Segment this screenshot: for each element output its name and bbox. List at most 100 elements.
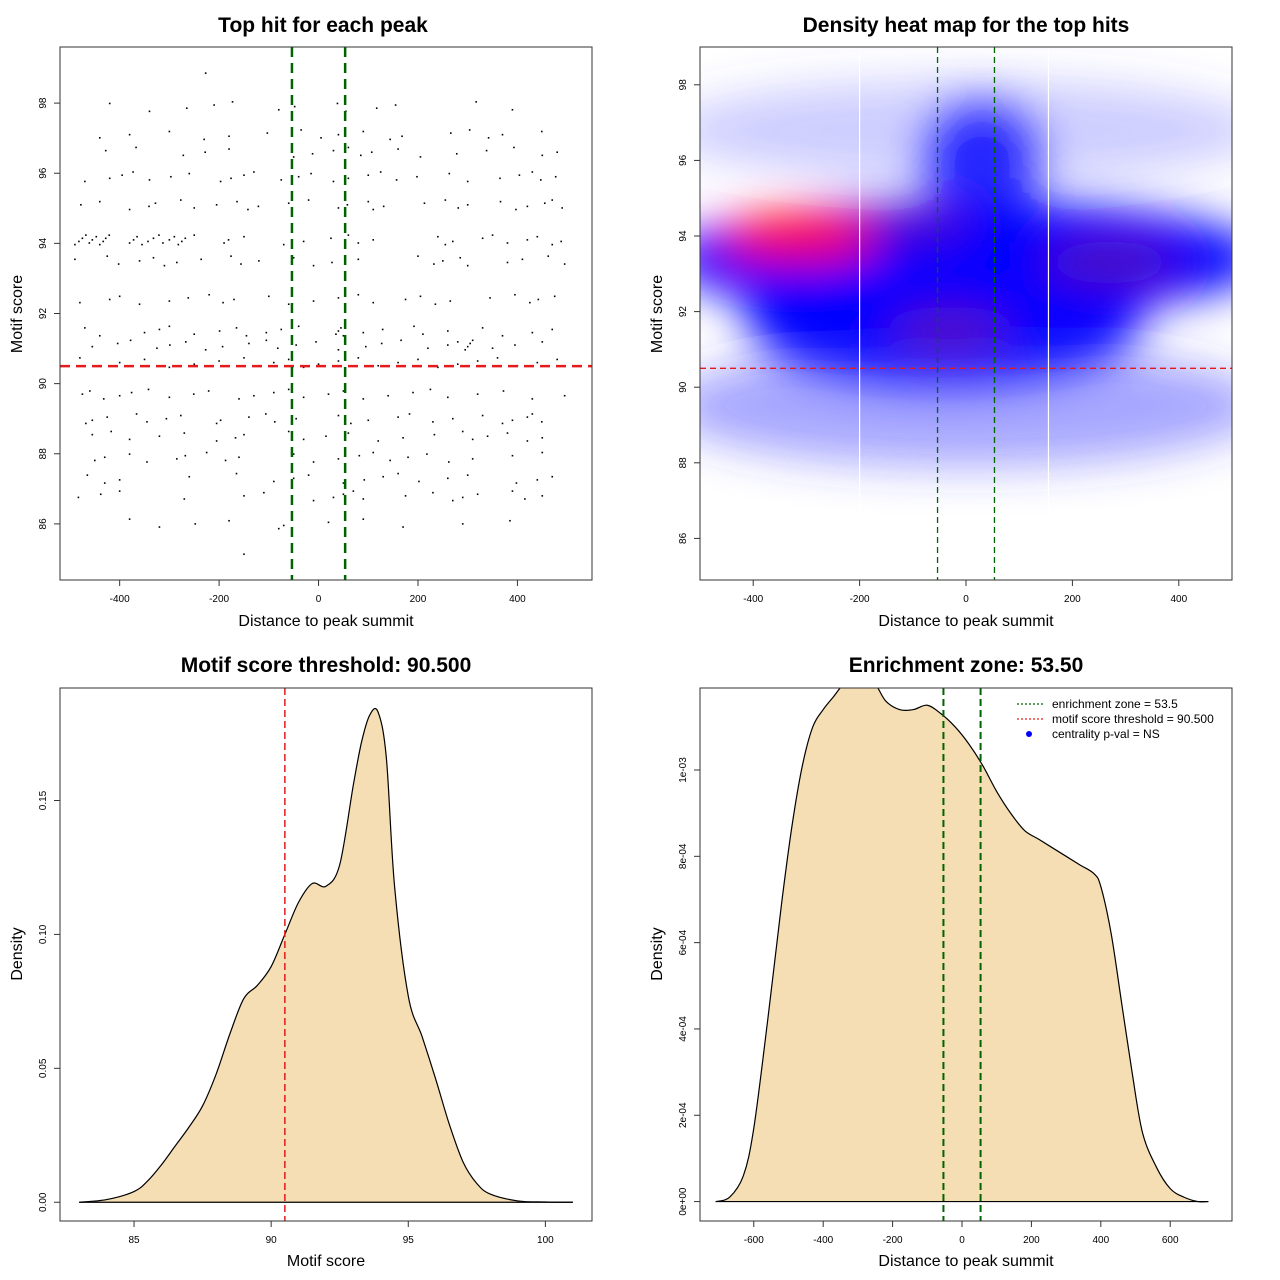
heatmap-reference-lines [700,47,1232,580]
scatter-point [138,303,141,306]
y-tick-label: 90 [678,381,689,393]
scatter-point [362,130,365,133]
scatter-point [74,243,76,246]
x-tick-label: 400 [1092,1235,1109,1246]
scatter-point [118,490,121,492]
scatter-point [77,496,80,499]
scatter-point [243,357,245,359]
x-tick-label: 400 [509,594,526,605]
scatter-point [397,361,399,364]
scatter-point [422,333,424,335]
scatter-point [337,133,340,136]
x-tick-label: 200 [1064,594,1081,605]
scatter-y-label: Motif score [9,275,26,353]
scatter-point [466,264,469,267]
x-tick-label: 95 [403,1235,415,1246]
scatter-point [553,295,556,298]
y-tick-label: 86 [38,518,49,530]
scatter-point [265,331,268,334]
scatter-point [98,334,101,337]
scatter-x-label: Distance to peak summit [238,613,414,630]
x-tick-label: 200 [410,594,427,605]
scatter-point [272,361,275,364]
scatter-point [362,331,365,334]
scatter-point [79,357,81,359]
scatter-point [85,234,87,236]
heatmap-title: Density heat map for the top hits [803,14,1130,37]
scatter-point [132,239,135,241]
x-tick-label: -200 [209,594,229,605]
scatter-x-ticks: -400 -200 0 200 400 [110,580,526,605]
scatter-point [277,527,280,530]
scatter-point [499,200,502,203]
scatter-point [447,344,449,346]
scatter-title: Top hit for each peak [218,14,428,37]
scatter-point [448,461,450,463]
density-curve [715,688,1209,1203]
scatter-point [80,203,82,206]
scatter-point [536,235,539,238]
scatter-point [148,179,151,181]
scatter-reference-lines [60,47,592,580]
scatter-point [526,440,529,442]
scatter-point [168,396,171,399]
scatter-point [447,477,449,480]
scatter-point [215,203,218,206]
scatter-point [128,208,131,211]
score-density-y-ticks: 0.00 0.05 0.10 0.15 [38,790,60,1212]
scatter-point [342,390,345,392]
heatmap-blobs [700,80,1232,467]
x-tick-label: 85 [128,1235,140,1246]
scatter-point [180,199,182,201]
scatter-point [163,264,166,267]
scatter-point [423,202,426,205]
scatter-point [547,255,550,257]
scatter-point [540,421,543,423]
scatter-point [466,203,469,206]
scatter-point [551,475,554,478]
scatter-point [165,417,168,420]
scatter-point [541,451,544,454]
scatter-point [496,357,499,359]
scatter-point [337,330,340,332]
scatter-point [266,132,269,134]
scatter-point [395,179,398,181]
scatter-point [502,390,505,392]
heat-hotspot-main [721,212,882,261]
scatter-point [381,328,384,331]
scatter-point [347,146,350,149]
scatter-point [81,393,84,395]
scatter-point [85,422,87,425]
scatter-point [138,260,141,262]
scatter-point [426,453,428,455]
scatter-point [372,451,375,454]
scatter-point [404,495,407,497]
scatter-point [146,421,148,423]
y-tick-label: 98 [38,97,49,109]
scatter-point [514,293,516,296]
x-tick-label: -200 [850,594,870,605]
scatter-point [193,207,196,209]
scatter-point [358,454,361,457]
scatter-point [451,240,454,243]
scatter-point [531,331,534,334]
scatter-point [272,480,275,483]
scatter-point [320,137,322,139]
scatter-point [184,454,187,457]
y-tick-label: 8e-04 [678,843,689,869]
distance-density-y-label: Density [649,927,666,980]
scatter-point [228,135,230,138]
scatter-point [181,240,183,243]
scatter-point [481,237,484,240]
scatter-point [432,421,434,423]
legend-centrality-point [1026,731,1032,737]
scatter-point [227,239,230,241]
heatmap-x-label: Distance to peak summit [878,613,1054,630]
scatter-point [529,301,531,304]
scatter-point [514,344,516,346]
scatter-point [297,175,300,178]
scatter-point [208,293,210,296]
scatter-point [357,242,360,244]
scatter-point [442,260,444,262]
scatter-point [215,422,218,425]
